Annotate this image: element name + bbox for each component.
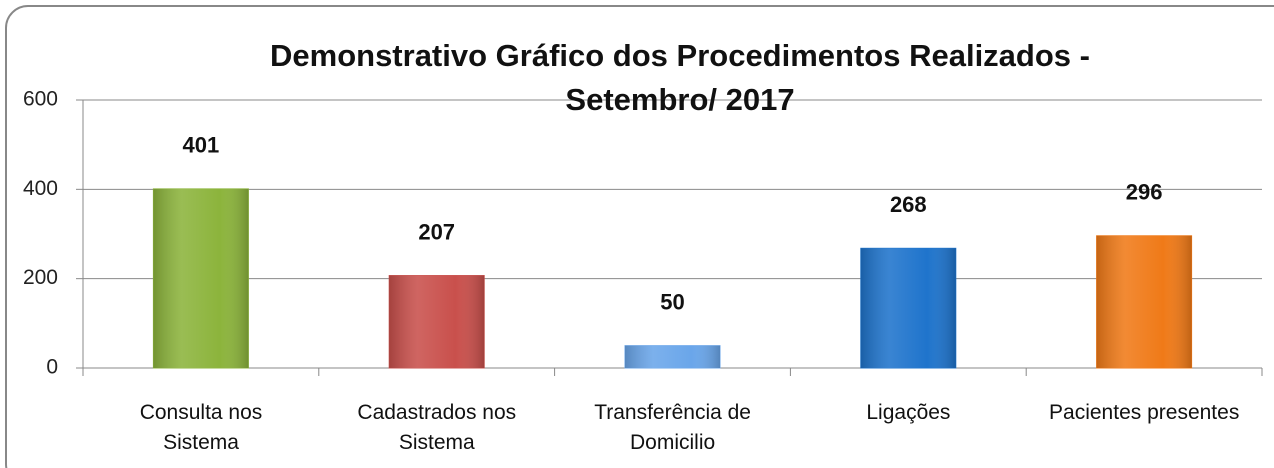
bar-shine xyxy=(389,275,485,368)
y-tick-label: 0 xyxy=(46,356,58,379)
chart-title: Demonstrativo Gráfico dos Procedimentos … xyxy=(270,38,1090,117)
y-tick-label: 200 xyxy=(23,266,58,289)
x-tick-label: Cadastrados nos Sistema xyxy=(357,401,517,454)
x-tick-label: Consulta nos Sistema xyxy=(139,401,263,454)
bar-shine xyxy=(860,248,956,368)
bar-shine xyxy=(153,188,249,368)
chart-frame xyxy=(5,5,1274,468)
y-tick-label: 400 xyxy=(23,177,58,200)
bar-shine xyxy=(1096,235,1192,368)
y-tick-label: 600 xyxy=(23,88,58,111)
x-tick-label: Pacientes presentes xyxy=(1049,401,1240,424)
bar-shine xyxy=(625,345,720,368)
data-label: 268 xyxy=(890,192,927,217)
x-tick-label: Transferência de Domicilio xyxy=(594,401,751,454)
data-label: 207 xyxy=(418,219,455,244)
data-label: 401 xyxy=(183,133,220,158)
data-label: 50 xyxy=(660,289,684,314)
data-label: 296 xyxy=(1126,180,1163,205)
x-tick-label: Ligações xyxy=(866,401,951,424)
